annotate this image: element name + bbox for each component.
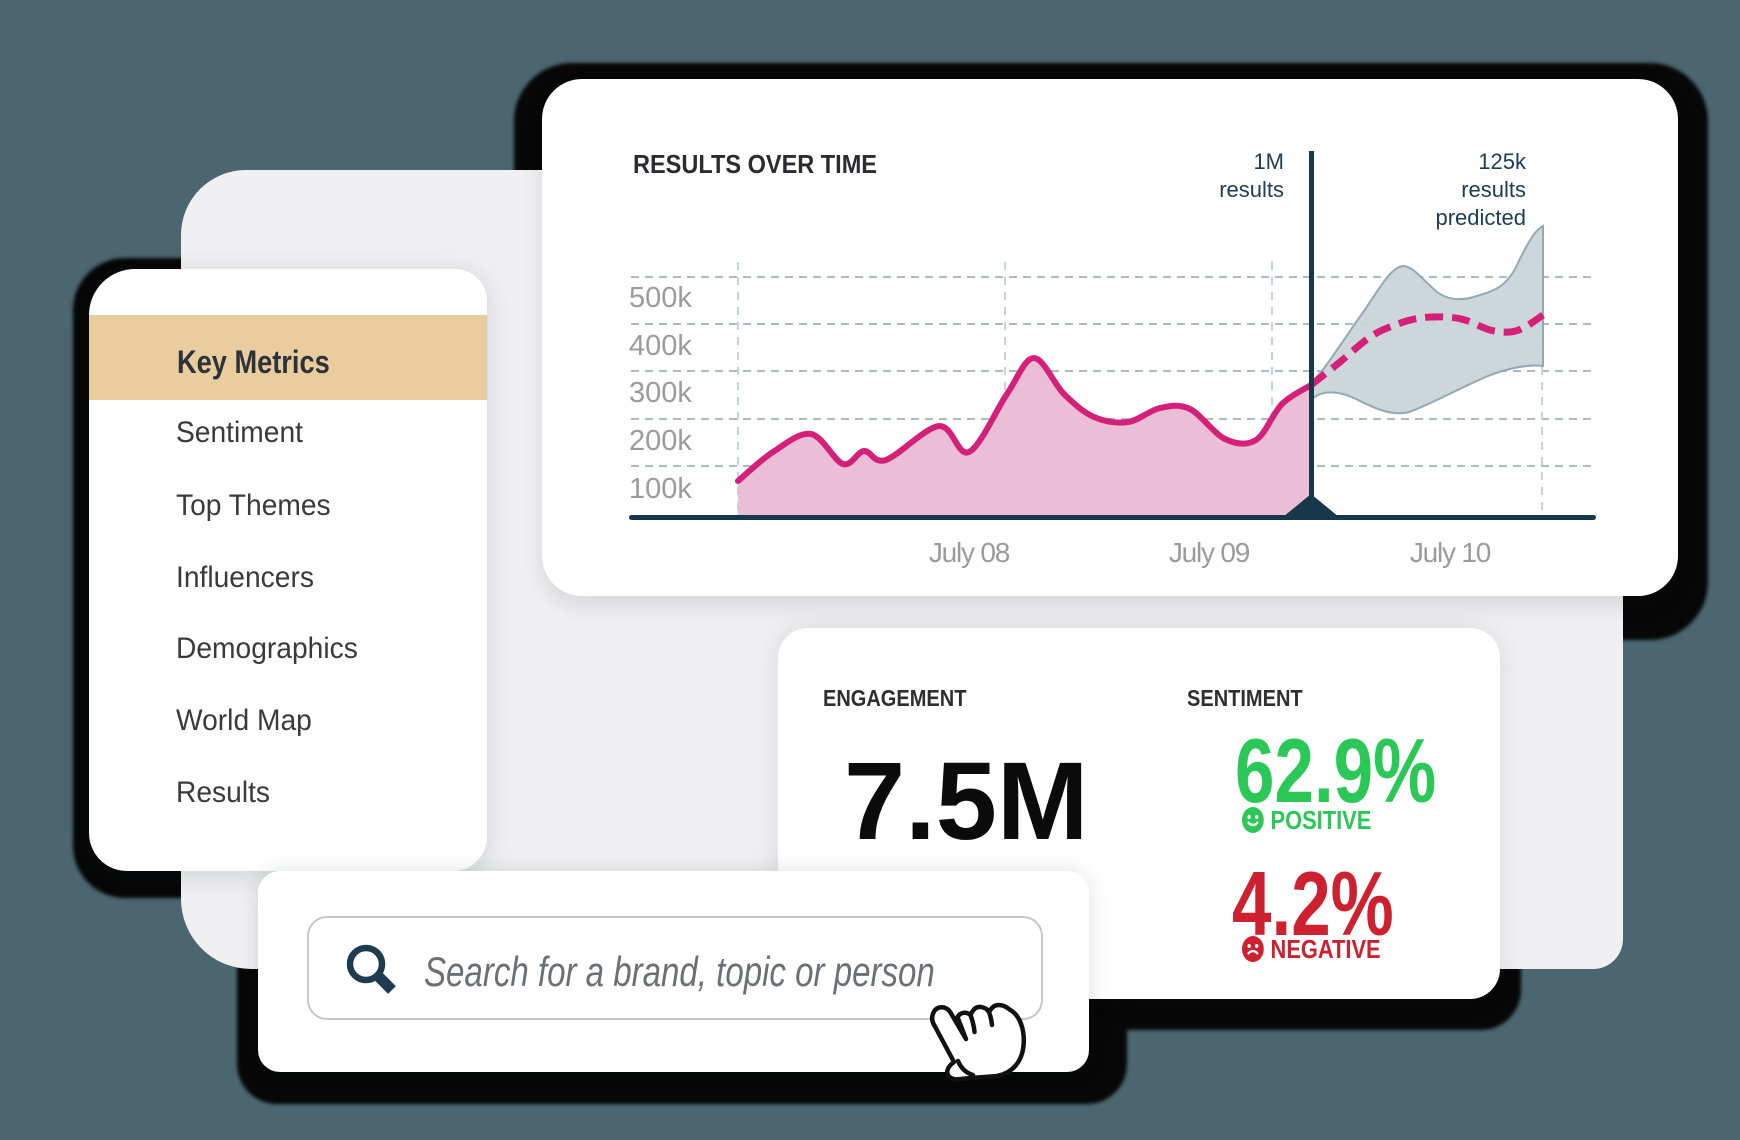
svg-text:results: results	[1219, 177, 1284, 202]
svg-text:July 09: July 09	[1169, 537, 1250, 568]
svg-text:results: results	[1461, 177, 1526, 202]
svg-text:July 10: July 10	[1410, 537, 1491, 568]
svg-text:125k: 125k	[1478, 149, 1527, 174]
svg-text:100k: 100k	[629, 473, 692, 505]
svg-text:300k: 300k	[629, 377, 692, 409]
svg-text:400k: 400k	[629, 330, 692, 362]
svg-text:500k: 500k	[629, 282, 692, 314]
svg-text:July 08: July 08	[929, 537, 1010, 568]
svg-text:predicted: predicted	[1435, 205, 1526, 230]
svg-text:RESULTS OVER TIME: RESULTS OVER TIME	[633, 149, 877, 179]
svg-text:200k: 200k	[629, 425, 692, 457]
svg-text:1M: 1M	[1253, 149, 1284, 174]
